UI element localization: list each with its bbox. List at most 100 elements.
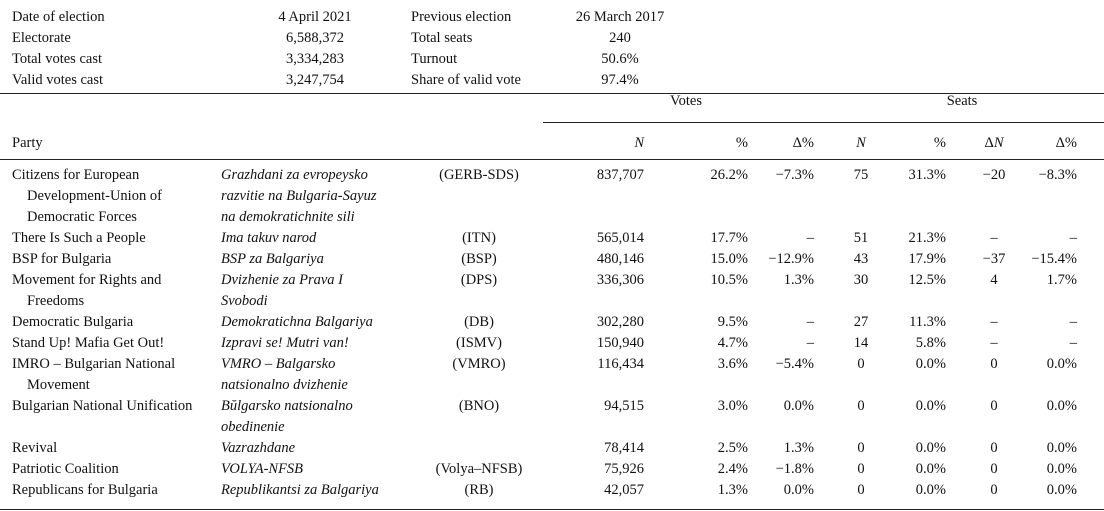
seats-change: – [990,230,998,246]
seats-percent: 0.0% [915,461,946,477]
votes-change: 0.0% [783,398,814,414]
seats-percent: 5.8% [915,335,946,351]
summary-value: 240 [609,30,631,46]
seats-change: 4 [990,272,998,288]
party-name: Stand Up! Mafia Get Out! [12,335,165,351]
seats-change-percent: −8.3% [1038,167,1077,183]
summary-label: Total votes cast [12,51,102,67]
seats-percent: 11.3% [909,314,946,330]
party-local-name: VOLYA-NFSB [221,461,304,477]
party-local-name: Ima takuv narod [221,230,317,246]
seats-count: 14 [853,335,869,351]
summary-value: 6,588,372 [286,30,344,46]
summary-label: Turnout [411,51,458,67]
votes-count: 837,707 [596,167,644,183]
votes-percent: 4.7% [717,335,748,351]
seats-change: 0 [990,440,998,456]
party-name: There Is Such a People [12,230,146,246]
summary-value: 26 March 2017 [575,9,665,25]
seats-change-percent: 1.7% [1046,272,1077,288]
seats-group-header: Seats [946,93,978,109]
party-abbreviation: (DB) [464,314,494,330]
seats-change-percent: 0.0% [1046,461,1077,477]
votes-percent: 1.3% [717,482,748,498]
votes-percent: 15.0% [710,251,748,267]
seats-change: – [990,314,998,330]
summary-value: 4 April 2021 [278,9,352,25]
party-local-name: VMRO – Balgarsko [221,356,336,372]
header-rule [0,159,1104,160]
votes-count: 94,515 [604,398,644,414]
votes-count: 480,146 [596,251,644,267]
seats-change-percent: 0.0% [1046,398,1077,414]
seats-percent: 12.5% [908,272,946,288]
party-name: Development-Union of [27,188,162,204]
seats-count: 0 [857,482,865,498]
votes-percent: 2.5% [717,440,748,456]
party-local-name: Republikantsi za Balgariya [221,482,379,498]
votes-change: – [806,230,814,246]
seats-count: 0 [857,461,865,477]
seats-change-percent: – [1069,314,1077,330]
votes-percent: 2.4% [717,461,748,477]
seats-delta-n-header: ΔN [984,135,1004,151]
party-local-name: na demokratichnite sili [221,209,355,225]
votes-change: – [806,314,814,330]
votes-change: 0.0% [783,482,814,498]
seats-percent: 21.3% [908,230,946,246]
seats-change: −20 [982,167,1006,183]
party-local-name: Svobodi [221,293,268,309]
rule-top [0,93,1104,94]
seats-count: 30 [853,272,869,288]
seats-percent: 17.9% [908,251,946,267]
party-name: Revival [12,440,58,456]
party-abbreviation: (ITN) [462,230,496,246]
votes-percent: 10.5% [710,272,748,288]
seats-change: 0 [990,461,998,477]
votes-change: −5.4% [775,356,814,372]
party-name: Democratic Forces [27,209,137,225]
party-local-name: Grazhdani za evropeysko [221,167,368,183]
party-local-name: Dvizhenie za Prava I [221,272,344,288]
votes-count: 116,434 [597,356,644,372]
votes-delta-pct-header: Δ% [792,135,814,151]
votes-count: 78,414 [604,440,644,456]
party-abbreviation: (Volya–NFSB) [435,461,523,477]
votes-change: 1.3% [783,440,814,456]
seats-count: 27 [853,314,869,330]
seats-change-percent: 0.0% [1046,440,1077,456]
party-local-name: Demokratichna Balgariya [221,314,373,330]
party-local-name: Vazrazhdane [221,440,296,456]
summary-label: Total seats [411,30,473,46]
votes-percent: 26.2% [710,167,748,183]
votes-count: 565,014 [596,230,644,246]
seats-percent: 0.0% [915,482,946,498]
summary-label: Electorate [12,30,71,46]
votes-header-rule [543,122,1104,123]
votes-percent: 17.7% [710,230,748,246]
seats-change: 0 [990,482,998,498]
party-abbreviation: (VMRO) [452,356,506,372]
party-abbreviation: (RB) [464,482,494,498]
votes-percent: 3.0% [717,398,748,414]
seats-pct-header: % [933,135,946,151]
seats-change-percent: – [1069,335,1077,351]
party-local-name: BSP za Balgariya [221,251,324,267]
votes-percent: 9.5% [717,314,748,330]
votes-change: −1.8% [775,461,814,477]
party-name: Movement [27,377,90,393]
party-name: Citizens for European [12,167,140,183]
party-name: Bulgarian National Unification [12,398,193,414]
summary-value: 50.6% [601,51,639,67]
summary-value: 3,334,283 [286,51,344,67]
party-name: BSP for Bulgaria [12,251,112,267]
party-name: Freedoms [27,293,85,309]
party-abbreviation: (DPS) [460,272,498,288]
seats-change-percent: 0.0% [1046,356,1077,372]
party-local-name: razvitie na Bulgaria-Sayuz [221,188,377,204]
votes-count: 302,280 [596,314,644,330]
party-name: Movement for Rights and [12,272,162,288]
seats-change-percent: – [1069,230,1077,246]
party-abbreviation: (GERB-SDS) [439,167,519,183]
party-abbreviation: (BNO) [458,398,500,414]
